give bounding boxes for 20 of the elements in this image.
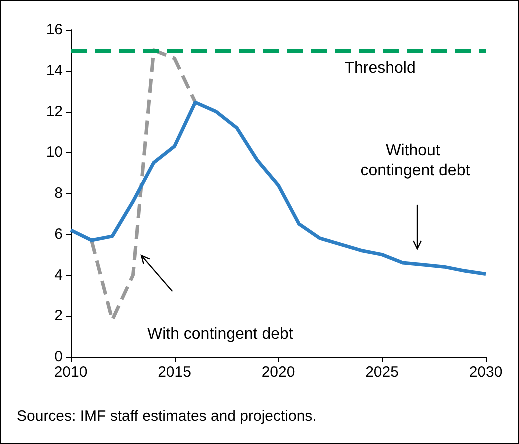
annotation: With contingent debt: [147, 326, 294, 343]
x-tick-label: 2020: [262, 364, 296, 381]
source-note: Sources: IMF staff estimates and projections.: [17, 408, 317, 425]
y-tick-label: 12: [46, 103, 63, 120]
x-tick-label: 2025: [366, 364, 399, 381]
y-tick-label: 16: [46, 22, 63, 38]
y-tick-label: 4: [54, 266, 63, 284]
x-tick-label: 2015: [158, 364, 192, 381]
y-tick-label: 0: [54, 348, 63, 366]
y-tick-label: 14: [46, 62, 63, 80]
x-tick-label: 2010: [54, 364, 88, 381]
y-tick-label: 10: [46, 144, 63, 162]
y-tick-label: 2: [54, 308, 63, 325]
x-tick-label: 2030: [469, 364, 503, 381]
ref-line-label: Threshold: [344, 60, 416, 77]
line-series: [69, 100, 488, 276]
annotation: Without contingent debt: [360, 142, 471, 180]
y-tick-label: 8: [54, 185, 63, 202]
y-tick-label: 6: [54, 226, 63, 243]
line-series: [90, 48, 198, 322]
